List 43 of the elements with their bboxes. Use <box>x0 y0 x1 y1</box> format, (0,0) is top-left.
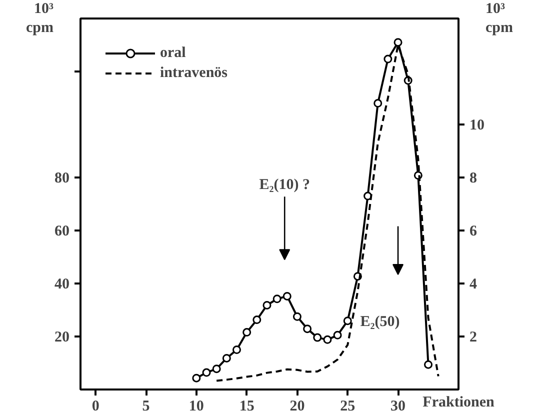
point <box>384 54 392 64</box>
point <box>252 316 262 324</box>
point <box>272 294 282 304</box>
x-tick-label: 5 <box>142 398 150 413</box>
point <box>323 335 332 344</box>
point <box>303 324 312 334</box>
point <box>262 300 272 310</box>
point <box>343 316 352 326</box>
point <box>424 360 433 369</box>
point <box>232 346 241 354</box>
x-tick-label: 25 <box>340 398 356 413</box>
x-tick-label: 0 <box>92 398 100 413</box>
y2-tick-label: 6 <box>470 224 478 240</box>
point <box>374 99 382 108</box>
point <box>212 364 221 374</box>
point <box>242 328 252 337</box>
point <box>282 292 292 300</box>
point <box>192 374 201 382</box>
x-axis-title: Fraktionen <box>422 394 495 410</box>
point <box>313 333 322 342</box>
point <box>333 330 342 340</box>
y2-tick-label: 8 <box>470 170 477 186</box>
y2-tick-label: 10 <box>470 118 484 134</box>
y-tick-label: 80 <box>54 170 70 186</box>
y2-tick-label: 4 <box>470 276 478 292</box>
legend-label: oral <box>160 44 186 62</box>
x-tick-label: 20 <box>290 398 305 413</box>
y-tick-label: 60 <box>54 224 70 240</box>
point <box>292 312 302 321</box>
point <box>394 38 402 47</box>
y-tick-label: 40 <box>54 276 70 292</box>
point <box>202 368 211 377</box>
annotation: E₂(10) ? <box>259 176 310 193</box>
y-tick-label: 20 <box>54 330 70 346</box>
y2-tick-label: 2 <box>470 330 477 346</box>
y-axis-title: 10³ cpm <box>26 0 54 36</box>
annotation: E₂(50) <box>360 314 400 330</box>
point <box>222 354 231 362</box>
x-tick-label: 10 <box>188 398 204 413</box>
y2-axis-title: 10³ cpm <box>486 0 514 36</box>
legend-label: intravenös <box>160 64 228 82</box>
x-tick-label: 15 <box>239 398 254 413</box>
x-tick-label: 30 <box>390 398 406 413</box>
